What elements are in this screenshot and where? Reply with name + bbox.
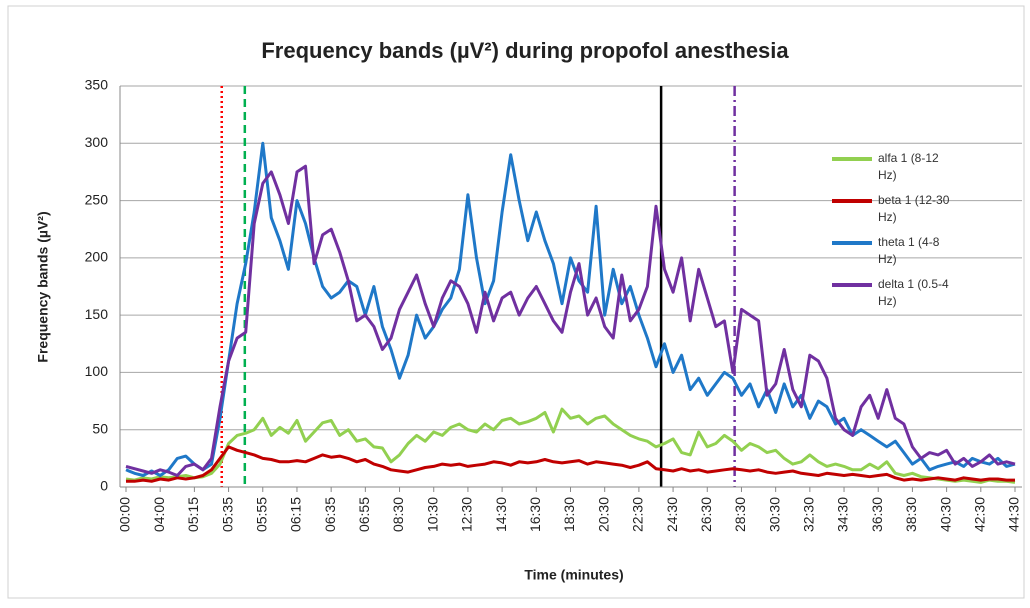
x-tick-label: 10:30 xyxy=(424,497,440,532)
series-line xyxy=(125,141,1016,477)
x-tick-label: 06:15 xyxy=(288,497,304,532)
x-tick-label: 24:30 xyxy=(664,497,680,532)
x-tick-label: 05:15 xyxy=(185,497,201,532)
x-tick-label: 06:55 xyxy=(356,497,372,532)
x-tick-label: 05:55 xyxy=(253,497,269,532)
x-tick-label: 05:35 xyxy=(219,497,235,532)
chart-title: Frequency bands (µV²) during propofol an… xyxy=(261,38,789,63)
series-line xyxy=(125,407,1016,484)
x-tick-label: 36:30 xyxy=(869,497,885,532)
legend-swatch xyxy=(832,199,872,203)
x-tick-label: 16:30 xyxy=(527,497,543,532)
y-tick-label: 100 xyxy=(85,363,109,379)
x-tick-label: 14:30 xyxy=(493,497,509,532)
x-tick-label: 44:30 xyxy=(1006,497,1022,532)
x-tick-label: 20:30 xyxy=(595,497,611,532)
y-tick-label: 350 xyxy=(85,77,109,93)
y-tick-label: 250 xyxy=(85,191,109,207)
legend-swatch xyxy=(832,157,872,161)
legend-label: delta 1 (0.5-4 Hz) xyxy=(878,277,949,308)
legend-label: theta 1 (4-8 Hz) xyxy=(878,235,940,266)
x-tick-label: 40:30 xyxy=(937,497,953,532)
x-tick-label: 38:30 xyxy=(903,497,919,532)
y-tick-label: 150 xyxy=(85,306,109,322)
legend-label: alfa 1 (8-12 Hz) xyxy=(878,151,939,182)
x-tick-label: 08:30 xyxy=(390,497,406,532)
y-tick-label: 200 xyxy=(85,249,109,265)
x-tick-label: 12:30 xyxy=(459,497,475,532)
legend-label: beta 1 (12-30 Hz) xyxy=(878,193,950,224)
series-line xyxy=(126,445,1015,483)
series-line xyxy=(125,164,1016,477)
x-tick-label: 04:00 xyxy=(151,497,167,532)
x-tick-label: 42:30 xyxy=(972,497,988,532)
x-tick-label: 28:30 xyxy=(732,497,748,532)
y-tick-label: 300 xyxy=(85,134,109,150)
legend-swatch xyxy=(832,241,872,245)
x-tick-label: 00:00 xyxy=(117,497,133,532)
y-tick-label: 0 xyxy=(100,478,108,494)
x-tick-label: 30:30 xyxy=(766,497,782,532)
x-axis-label: Time (minutes) xyxy=(524,567,623,583)
x-tick-label: 22:30 xyxy=(630,497,646,532)
y-axis-label: Frequency bands (µV²) xyxy=(35,211,51,362)
x-tick-label: 06:35 xyxy=(322,497,338,532)
x-tick-label: 18:30 xyxy=(561,497,577,532)
x-tick-label: 34:30 xyxy=(835,497,851,532)
x-tick-label: 32:30 xyxy=(801,497,817,532)
chart-border xyxy=(7,5,1025,599)
y-tick-label: 50 xyxy=(92,420,108,436)
legend-swatch xyxy=(832,283,872,287)
x-tick-label: 26:30 xyxy=(698,497,714,532)
